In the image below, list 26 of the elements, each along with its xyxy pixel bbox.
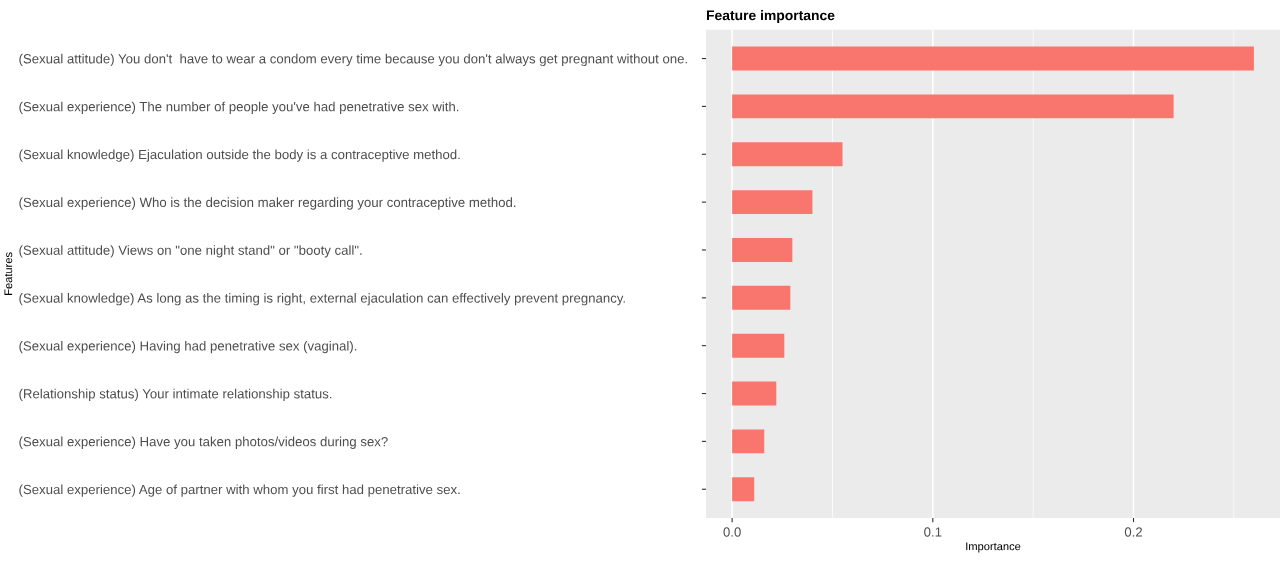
x-tick-label: 0.2 (1124, 527, 1143, 537)
bar (732, 429, 765, 454)
bar (732, 142, 843, 167)
y-tick-label: (Sexual attitude) Views on "one night stand" or "booty call". (19, 245, 362, 258)
bar (732, 238, 793, 262)
y-axis-title: Features (4, 252, 13, 295)
y-tick-label: (Sexual experience) The number of people you've had penetrative sex with. (19, 101, 459, 114)
bar (732, 94, 1174, 119)
y-tick-label: (Relationship status) Your intimate relationship status. (19, 388, 332, 402)
y-tick-label: (Sexual experience) Have you taken photos/videos during sex? (19, 436, 388, 449)
x-tick-label: 0.0 (723, 527, 741, 537)
y-tick-label: (Sexual knowledge) As long as the timing is right, external ejaculation can effectively prevent pregnancy. (19, 293, 625, 306)
bar (732, 46, 1254, 71)
y-tick-label: (Sexual experience) Age of partner with whom you first had penetrative sex. (19, 484, 460, 497)
y-tick-label: (Sexual experience) Having had penetrative sex (vaginal). (19, 340, 357, 354)
bar (732, 381, 777, 406)
bar (732, 333, 785, 358)
bar (732, 477, 755, 502)
x-tick-label: 0.1 (924, 527, 942, 537)
bar (732, 285, 791, 310)
y-tick-label: (Sexual knowledge) Ejaculation outside the body is a contraceptive method. (19, 149, 460, 162)
y-tick-label: (Sexual attitude) You don't have to wear a condom every time because you don't always get pregnant without one. (19, 53, 687, 67)
bar (732, 190, 813, 215)
y-tick-label: (Sexual experience) Who is the decision maker regarding your contraceptive method. (19, 197, 516, 210)
chart-title: Feature importance (706, 10, 835, 23)
x-axis-title: Importance (966, 542, 1021, 553)
